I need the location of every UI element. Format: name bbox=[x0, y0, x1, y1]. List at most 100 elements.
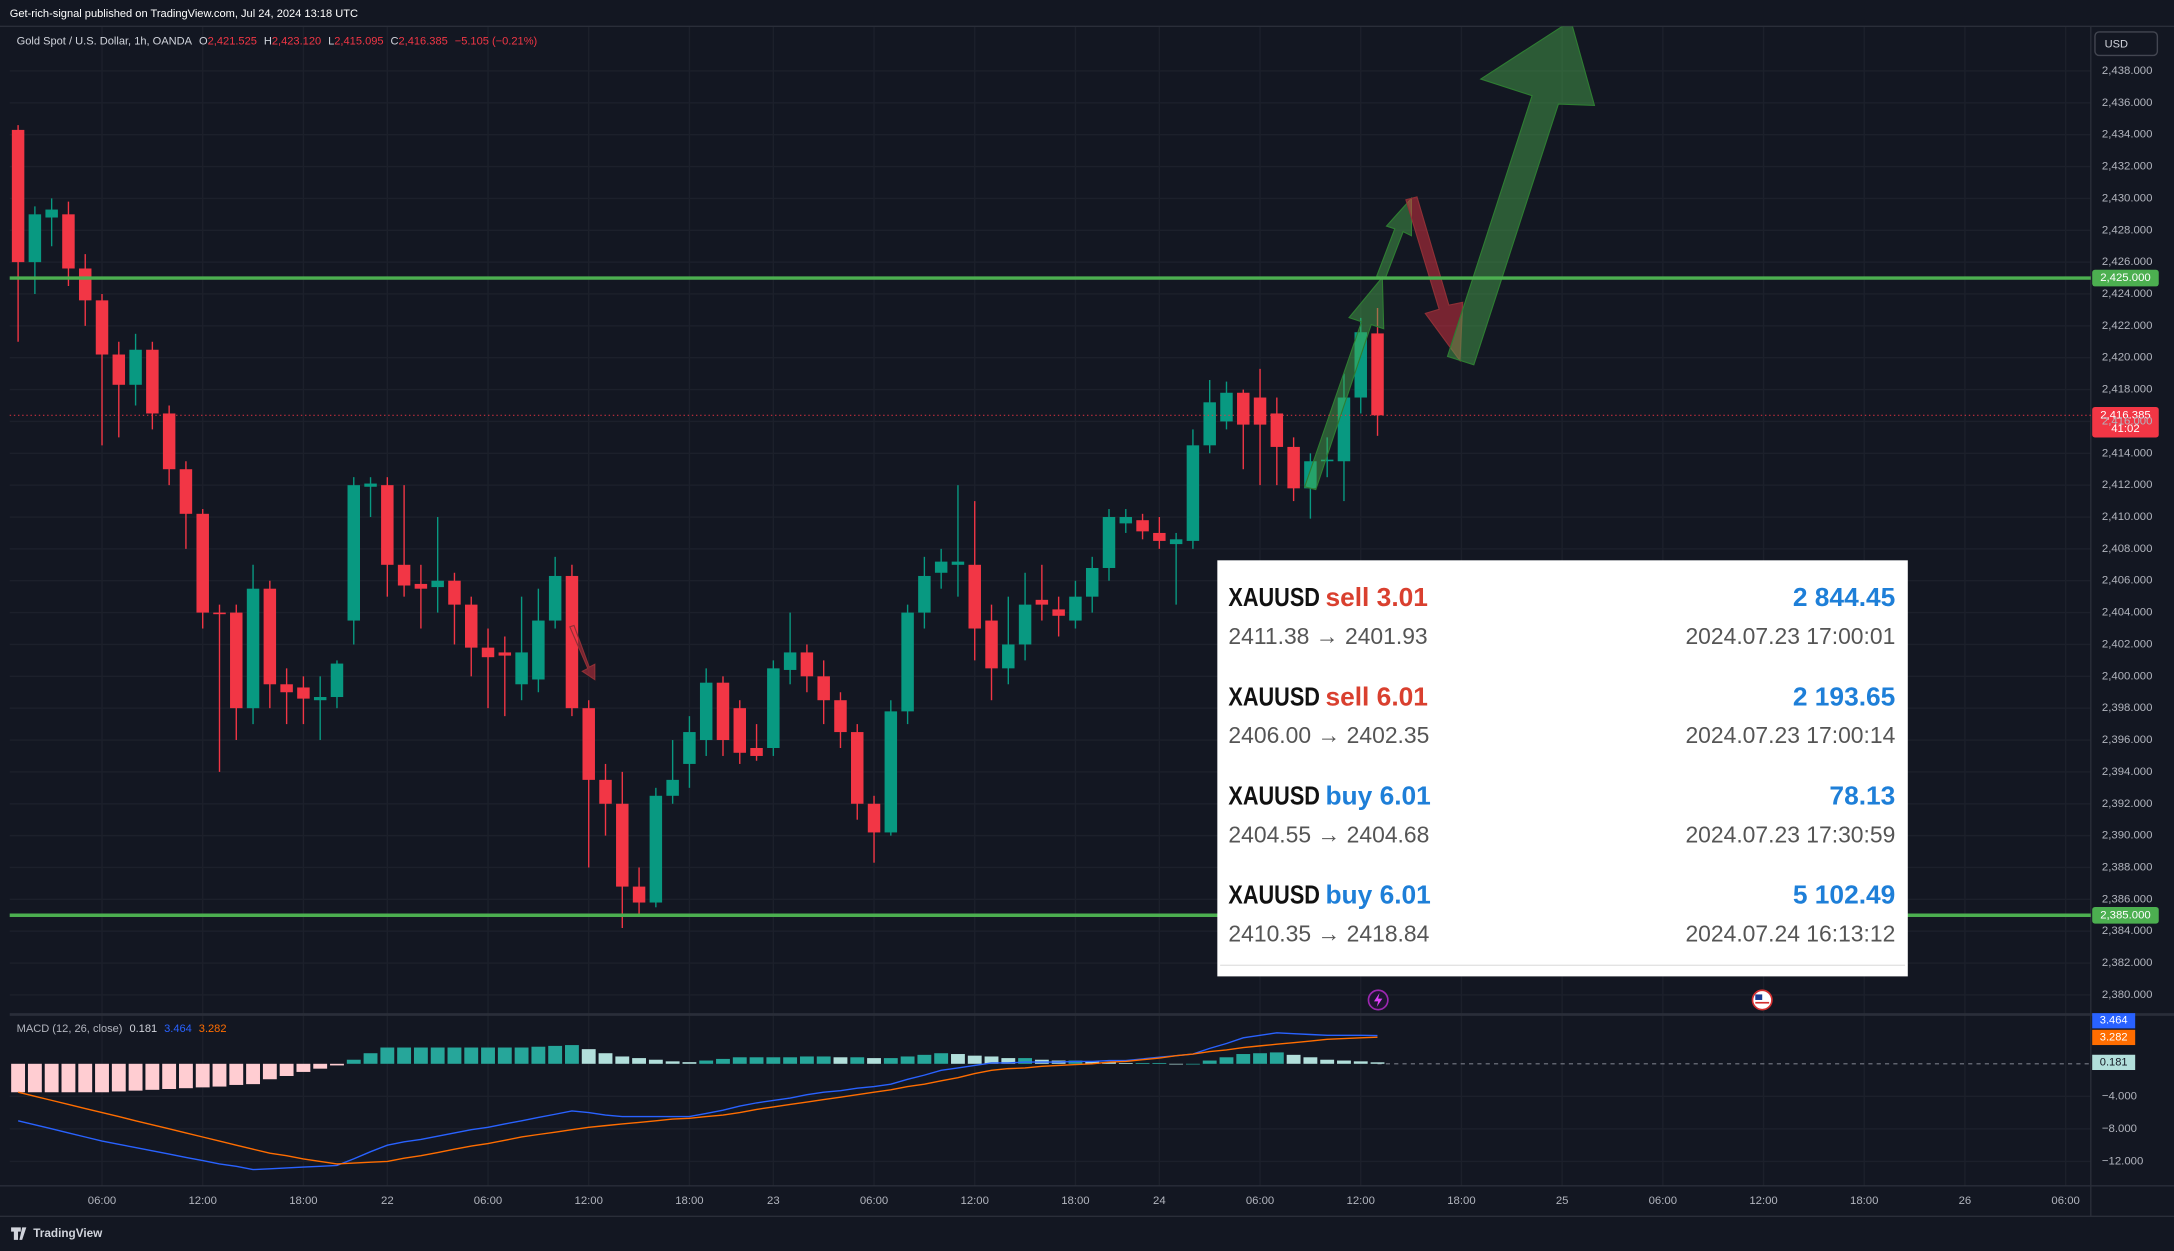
histogram-bar bbox=[934, 1053, 949, 1064]
candle-body bbox=[716, 682, 730, 741]
histogram-bar bbox=[1370, 1062, 1385, 1064]
brand-logo bbox=[11, 1227, 27, 1240]
histogram-bar bbox=[61, 1063, 76, 1093]
histogram-bar bbox=[1152, 1062, 1167, 1064]
series-value: 3.282 bbox=[199, 1023, 227, 1035]
candle-body bbox=[733, 708, 747, 753]
axes: 2,380.000 2,382.000 2,384.000 2,386.000 2,38… bbox=[88, 65, 2153, 1207]
trade-symbol: XAUUSD bbox=[1228, 780, 1320, 810]
candle-body bbox=[867, 803, 881, 833]
macd-tick-label: −8.000 bbox=[2102, 1123, 2137, 1135]
candle-body bbox=[263, 588, 277, 685]
candle-body bbox=[1002, 644, 1015, 669]
histogram-bar bbox=[346, 1059, 361, 1064]
histogram-bar bbox=[749, 1057, 764, 1064]
histogram-bar bbox=[397, 1047, 412, 1064]
y-tick-label: 2,412.000 bbox=[2102, 479, 2153, 491]
candle-body bbox=[62, 214, 75, 269]
histogram-bar bbox=[330, 1063, 344, 1066]
histogram-bar bbox=[1303, 1057, 1318, 1064]
histogram-bar bbox=[44, 1063, 59, 1093]
histogram-bar bbox=[967, 1055, 982, 1064]
candle-body bbox=[45, 209, 58, 218]
ohlc-value: 2,423.120 bbox=[272, 36, 321, 48]
candle-body bbox=[246, 588, 260, 709]
macd-value-box bbox=[2092, 1029, 2136, 1046]
histogram-bar bbox=[816, 1056, 831, 1064]
candle-body bbox=[834, 700, 847, 733]
y-tick-label: 2,414.000 bbox=[2102, 447, 2153, 459]
trade-side: buy 6.01 bbox=[1325, 780, 1430, 810]
candle-body bbox=[431, 580, 444, 588]
currency-label: USD bbox=[2105, 38, 2128, 50]
candle-body bbox=[313, 697, 327, 701]
currency-button[interactable] bbox=[2094, 31, 2159, 57]
histogram-bar bbox=[1269, 1052, 1284, 1064]
x-tick-label: 12:00 bbox=[188, 1195, 216, 1207]
histogram-bar bbox=[413, 1047, 428, 1064]
x-tick-label: 12:00 bbox=[1347, 1195, 1375, 1207]
y-tick-label: 2,434.000 bbox=[2102, 129, 2153, 141]
y-tick-label: 2,390.000 bbox=[2102, 830, 2153, 842]
histogram-bar bbox=[1068, 1060, 1083, 1064]
macd-value-label: 3.464 bbox=[2100, 1015, 2128, 1027]
candle-body bbox=[1018, 604, 1032, 645]
histogram-bar bbox=[1169, 1063, 1184, 1065]
candle-body bbox=[532, 620, 545, 680]
candle-body bbox=[347, 485, 360, 621]
candle-body bbox=[414, 583, 428, 589]
x-tick-label: 23 bbox=[767, 1195, 780, 1207]
candle-body bbox=[146, 349, 159, 414]
candle-body bbox=[817, 676, 830, 701]
candle-body bbox=[1203, 402, 1216, 446]
candle-body bbox=[599, 779, 612, 804]
ohlc-key: C bbox=[391, 36, 399, 48]
y-tick-label: 2,436.000 bbox=[2102, 97, 2153, 109]
histogram-bar bbox=[833, 1057, 848, 1064]
y-tick-label: 2,392.000 bbox=[2102, 798, 2153, 810]
histogram-bar bbox=[783, 1057, 798, 1064]
histogram-bar bbox=[229, 1063, 244, 1085]
histogram-bar bbox=[1001, 1058, 1016, 1064]
histogram-bar bbox=[380, 1047, 395, 1064]
arrow-down-small bbox=[569, 624, 596, 681]
y-tick-label: 2,416.000 bbox=[2102, 415, 2153, 427]
x-tick-label: 12:00 bbox=[961, 1195, 989, 1207]
histogram-bar bbox=[900, 1056, 915, 1064]
y-tick-label: 2,408.000 bbox=[2102, 543, 2153, 555]
candle-body bbox=[616, 803, 629, 887]
y-tick-label: 2,410.000 bbox=[2102, 511, 2153, 523]
candle-body bbox=[179, 469, 193, 514]
histogram-bar bbox=[1085, 1061, 1100, 1064]
candle-body bbox=[1253, 397, 1267, 425]
histogram-bar bbox=[497, 1047, 512, 1064]
candle-body bbox=[1136, 520, 1149, 532]
candle-body bbox=[330, 663, 344, 698]
x-tick-label: 18:00 bbox=[289, 1195, 317, 1207]
x-tick-label: 24 bbox=[1153, 1195, 1166, 1207]
y-tick-label: 2,426.000 bbox=[2102, 256, 2153, 268]
x-tick-label: 18:00 bbox=[675, 1195, 703, 1207]
candle-body bbox=[800, 652, 814, 677]
histogram-bar bbox=[1337, 1060, 1351, 1064]
candle-body bbox=[448, 580, 461, 605]
macd-value-label: 0.181 bbox=[2100, 1056, 2128, 1068]
histogram-bar bbox=[615, 1056, 630, 1064]
y-tick-label: 2,386.000 bbox=[2102, 893, 2153, 905]
trade-time: 2024.07.24 16:13:12 bbox=[1685, 921, 1895, 947]
y-tick-label: 2,380.000 bbox=[2102, 989, 2153, 1001]
candle-body bbox=[683, 732, 696, 764]
y-tick-label: 2,382.000 bbox=[2102, 957, 2153, 969]
candle-body bbox=[498, 652, 512, 656]
candle-body bbox=[934, 561, 948, 573]
histogram-bar bbox=[682, 1062, 697, 1064]
candle-body bbox=[1354, 332, 1367, 398]
trade-title: XAUUSD buy 6.01 bbox=[1228, 880, 1430, 910]
macd-value-box bbox=[2092, 1013, 2136, 1029]
trade-prices: 2404.55 → 2404.68 bbox=[1228, 821, 1429, 847]
histogram-bar bbox=[917, 1054, 932, 1064]
macd-legend: MACD (12, 26, close) 0.181 3.464 3.282 bbox=[17, 1023, 227, 1035]
histogram-value: 0.181 bbox=[129, 1023, 157, 1035]
trade-side: sell 3.01 bbox=[1325, 582, 1427, 612]
